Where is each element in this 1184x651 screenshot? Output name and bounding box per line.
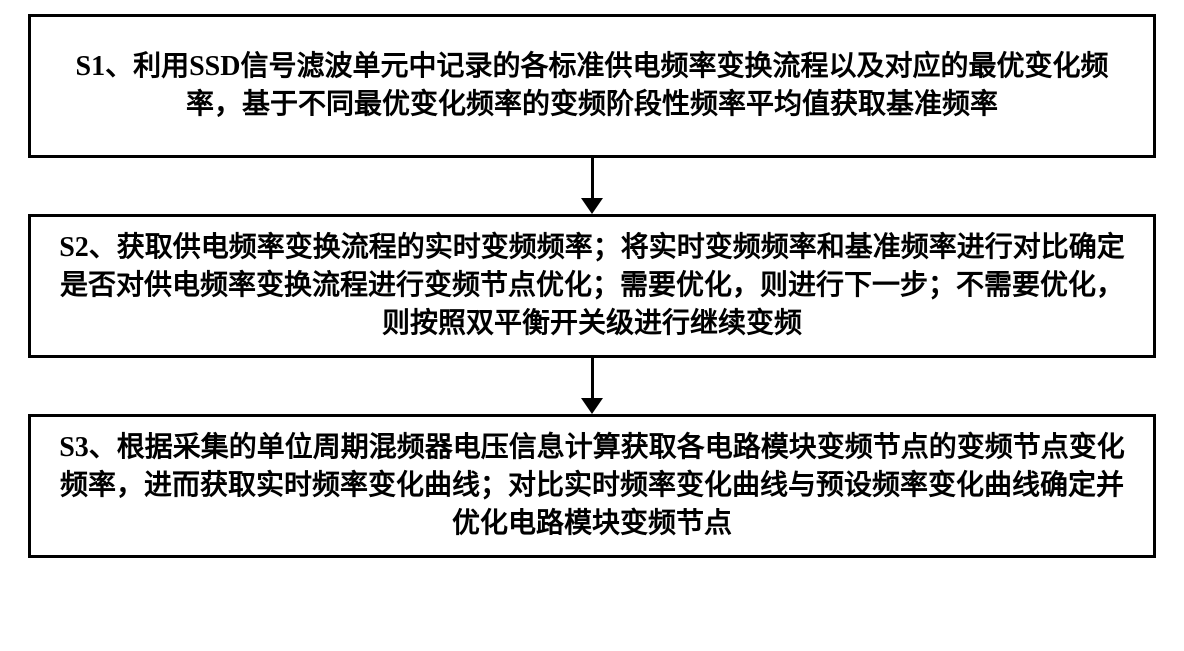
flow-step-s1: S1、利用SSD信号滤波单元中记录的各标准供电频率变换流程以及对应的最优变化频率… — [28, 14, 1156, 158]
flow-step-s2: S2、获取供电频率变换流程的实时变频频率；将实时变频频率和基准频率进行对比确定是… — [28, 214, 1156, 358]
flow-step-s2-text: S2、获取供电频率变换流程的实时变频频率；将实时变频频率和基准频率进行对比确定是… — [51, 229, 1133, 342]
flow-step-s1-text: S1、利用SSD信号滤波单元中记录的各标准供电频率变换流程以及对应的最优变化频率… — [51, 48, 1133, 124]
arrow-line — [591, 158, 594, 198]
flow-step-s3-text: S3、根据采集的单位周期混频器电压信息计算获取各电路模块变频节点的变频节点变化频… — [51, 429, 1133, 542]
arrow-s1-s2 — [581, 158, 603, 214]
flow-step-s3: S3、根据采集的单位周期混频器电压信息计算获取各电路模块变频节点的变频节点变化频… — [28, 414, 1156, 558]
arrow-line — [591, 358, 594, 398]
arrow-head-icon — [581, 398, 603, 414]
arrow-s2-s3 — [581, 358, 603, 414]
arrow-head-icon — [581, 198, 603, 214]
